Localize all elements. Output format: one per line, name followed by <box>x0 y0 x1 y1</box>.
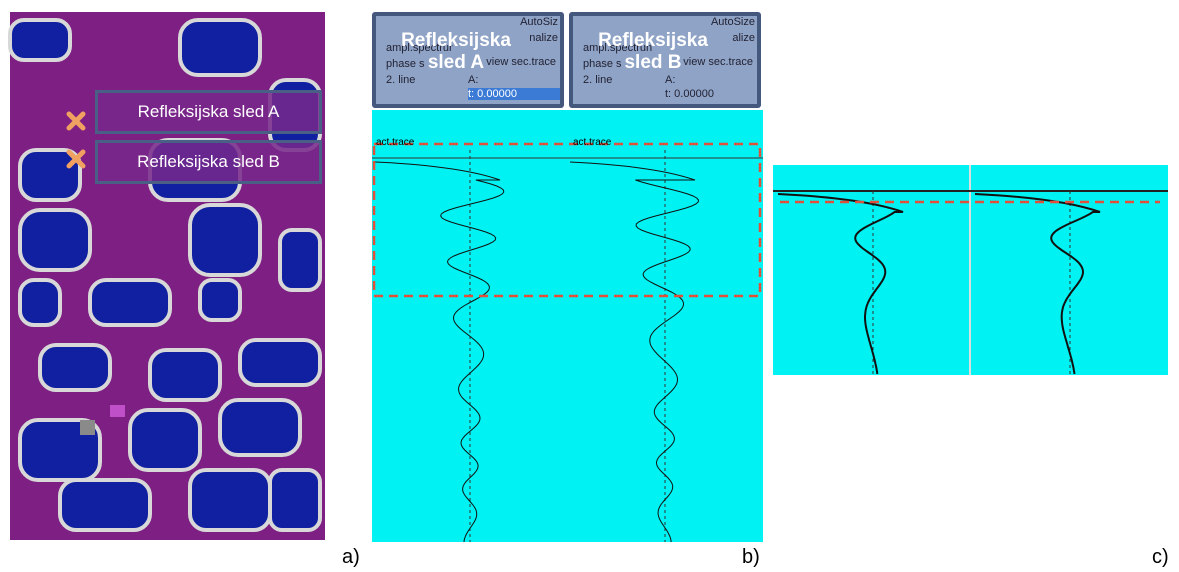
caption: b) <box>742 546 760 568</box>
zoom-panel <box>773 165 1168 375</box>
radio-option: ampl.spectrur <box>386 42 453 54</box>
tool-window: AutoSiz nalize ampl.spectrur phase s 2. line… <box>372 12 564 108</box>
trace-label[interactable]: Refleksijska sled B <box>95 140 322 184</box>
radio-option: phase s <box>386 58 425 70</box>
checkbox-label: AutoSize <box>710 16 755 28</box>
radio-option: ampl.spectrun <box>583 42 653 54</box>
checkbox-label: alize <box>732 32 755 44</box>
trace-label: act.trace <box>376 137 415 148</box>
radio-option: 2. line <box>386 74 416 86</box>
field-label: A: <box>665 74 676 86</box>
trace-label[interactable]: Refleksijska sled A <box>95 90 322 134</box>
caption: c) <box>1152 546 1169 568</box>
radio-option: phase s <box>583 58 622 70</box>
trace-panel <box>372 110 763 543</box>
checkbox-label: view sec.trace <box>486 56 556 68</box>
field-value: t: 0.00000 <box>468 88 560 100</box>
field-label: A: <box>468 74 479 86</box>
caption: a) <box>342 546 360 568</box>
trace-label: act.trace <box>573 137 612 148</box>
overlay-title: Refleksijska sled A <box>401 30 511 73</box>
radio-option: 2. line <box>583 74 613 86</box>
overlay-title: Refleksijska sled B <box>598 30 708 73</box>
checkbox-label: nalize <box>529 32 558 44</box>
checkbox-label: view sec.trace <box>683 56 753 68</box>
tool-window: AutoSize alize ampl.spectrun phase s 2. line… <box>569 12 761 108</box>
checkbox-label: AutoSiz <box>520 16 558 28</box>
field-value: t: 0.00000 <box>665 88 714 100</box>
